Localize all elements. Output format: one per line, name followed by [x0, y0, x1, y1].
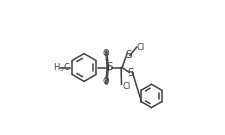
- Text: S: S: [125, 50, 132, 60]
- Text: H$_3$C: H$_3$C: [53, 61, 71, 74]
- Text: S: S: [127, 68, 134, 78]
- Text: O: O: [103, 77, 110, 86]
- Text: S: S: [106, 63, 113, 72]
- Text: O: O: [103, 49, 110, 58]
- Text: Cl: Cl: [122, 82, 130, 91]
- Text: Cl: Cl: [137, 43, 145, 52]
